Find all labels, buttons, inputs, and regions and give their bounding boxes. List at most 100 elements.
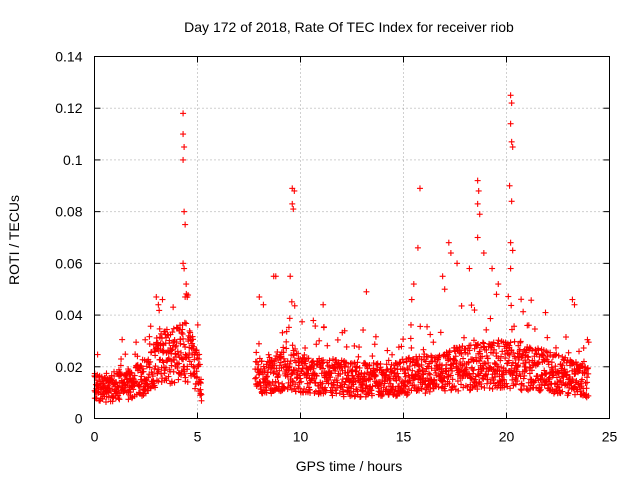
data-point <box>279 329 286 336</box>
data-point <box>334 384 341 391</box>
data-point <box>170 368 177 375</box>
data-point <box>160 359 167 366</box>
data-point <box>194 321 201 328</box>
data-point <box>180 335 187 342</box>
data-point <box>171 379 178 386</box>
data-point <box>156 307 163 314</box>
data-point <box>340 393 347 400</box>
data-point <box>280 349 287 356</box>
data-point <box>422 390 429 397</box>
data-point <box>297 375 304 382</box>
data-point <box>299 365 306 372</box>
data-point <box>479 339 486 346</box>
data-point <box>193 373 200 380</box>
data-point <box>182 374 189 381</box>
data-point <box>137 383 144 390</box>
data-point <box>313 341 320 348</box>
data-point <box>283 328 290 335</box>
data-point <box>310 317 317 324</box>
data-point <box>317 389 324 396</box>
data-point <box>483 326 490 333</box>
data-point <box>489 385 496 392</box>
data-point <box>341 381 348 388</box>
data-point <box>178 329 185 336</box>
data-point <box>153 377 160 384</box>
data-point <box>272 355 279 362</box>
chart-title: Day 172 of 2018, Rate Of TEC Index for r… <box>184 19 514 35</box>
data-point <box>153 335 160 342</box>
data-point <box>163 377 170 384</box>
data-point <box>172 343 179 350</box>
data-point <box>272 378 279 385</box>
data-point <box>124 379 131 386</box>
data-point <box>328 370 335 377</box>
data-point <box>351 342 358 349</box>
data-point <box>175 376 182 383</box>
data-point <box>146 364 153 371</box>
data-point <box>420 346 427 353</box>
data-point <box>161 370 168 377</box>
data-point <box>290 351 297 358</box>
data-point <box>197 379 204 386</box>
data-point <box>134 353 141 360</box>
data-point <box>342 359 349 366</box>
data-point <box>149 373 156 380</box>
data-point <box>324 342 331 349</box>
data-point <box>142 336 149 343</box>
data-point <box>304 380 311 387</box>
data-point <box>173 339 180 346</box>
data-point <box>359 387 366 394</box>
data-point <box>372 333 379 340</box>
data-point <box>273 352 280 359</box>
data-point <box>258 358 265 365</box>
data-point <box>180 356 187 363</box>
data-point <box>285 324 292 331</box>
data-point <box>118 356 125 363</box>
data-point <box>121 381 128 388</box>
data-point <box>283 345 290 352</box>
data-point <box>352 392 359 399</box>
data-point <box>292 381 299 388</box>
data-point <box>138 373 145 380</box>
data-point <box>173 324 180 331</box>
data-points <box>91 92 592 406</box>
data-point <box>326 357 333 364</box>
data-point <box>113 389 120 396</box>
data-point <box>156 325 163 332</box>
grid-lines <box>94 56 610 419</box>
data-point <box>270 370 277 377</box>
data-point <box>341 327 348 334</box>
data-point <box>312 323 319 330</box>
data-point <box>252 375 259 382</box>
data-point <box>471 307 478 314</box>
data-point <box>260 371 267 378</box>
data-point <box>174 348 181 355</box>
data-point <box>264 373 271 380</box>
data-point <box>329 392 336 399</box>
data-point <box>505 293 512 300</box>
data-point <box>139 392 146 399</box>
data-point <box>127 389 134 396</box>
data-point <box>417 323 424 330</box>
data-point <box>265 351 272 358</box>
data-point <box>305 355 312 362</box>
data-point <box>253 349 260 356</box>
data-point <box>192 347 199 354</box>
data-point <box>171 356 178 363</box>
data-point <box>166 337 173 344</box>
data-point <box>265 379 272 386</box>
data-point <box>102 399 109 406</box>
data-point <box>271 382 278 389</box>
data-point <box>280 355 287 362</box>
data-point <box>303 374 310 381</box>
data-point <box>461 334 468 341</box>
data-point <box>407 321 414 328</box>
data-point <box>253 374 260 381</box>
data-point <box>508 302 515 309</box>
data-point <box>169 329 176 336</box>
data-point <box>189 336 196 343</box>
data-point <box>336 390 343 397</box>
data-point <box>130 386 137 393</box>
data-point <box>427 371 434 378</box>
